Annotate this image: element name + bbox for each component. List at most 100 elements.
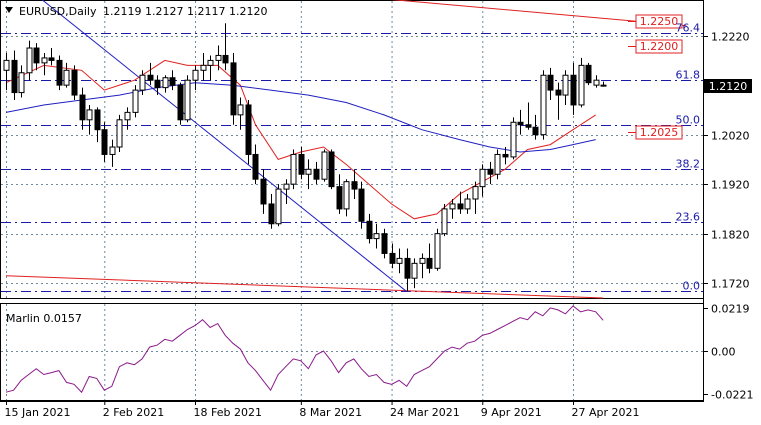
time-axis-label: 27 Apr 2021 [572,406,640,419]
ohlc-readout: 1.2119 1.2127 1.2117 1.2120 [103,5,267,18]
bullish-candle-body [343,181,350,210]
collapse-triangle-icon[interactable] [5,7,13,13]
bullish-candle-body [184,79,191,121]
candle [366,213,373,244]
bullish-candle-body [18,72,25,94]
candle [321,149,328,182]
candle [237,97,244,130]
bullish-candle-body [63,69,70,86]
bullish-candle-body [109,146,116,155]
bullish-candle-body [373,233,380,240]
candle [275,184,282,227]
candle [230,52,237,125]
candle [343,179,350,217]
bearish-candle-body [33,47,40,64]
marlin-oscillator-line [5,305,604,394]
indicator-axis-label: 0.00 [711,346,736,359]
target-level-label: 1.2250 [640,15,679,28]
bullish-candle-body [321,151,328,180]
bearish-candle-body [230,62,237,116]
bearish-candle-body [328,151,335,188]
bullish-candle-body [275,188,282,225]
candle [532,114,539,140]
candle [404,248,411,292]
candle [600,81,607,87]
bearish-candle-body [570,74,577,106]
bullish-candle-body [578,64,585,106]
candle [434,228,441,271]
candle [578,57,585,108]
bearish-candle-body [426,257,433,269]
bearish-candle-body [79,94,86,121]
bearish-candle-body [169,77,176,86]
candle [510,117,517,160]
bearish-candle-body [268,203,275,225]
bearish-candle-body [177,84,184,121]
candle [260,169,267,214]
candle [555,82,562,120]
chart-title: EURUSD,Daily [19,5,97,18]
bullish-candle-body [540,74,547,136]
candle [71,65,78,100]
bearish-candle-body [245,104,252,155]
candle [358,181,365,229]
candle [41,52,48,76]
bullish-candle-body [411,262,418,279]
candle [252,144,259,185]
bullish-candle-body [192,69,199,81]
bullish-candle-body [207,59,214,66]
candle [245,100,252,165]
indicator-axis-label: -0.0221 [711,389,753,402]
candle [381,228,388,259]
fib-level-label: 50.0 [676,114,701,127]
candle [162,75,169,93]
candle [184,75,191,123]
bullish-candle-body [283,183,290,190]
current-price-label: 1.2120 [709,80,748,93]
candle [547,67,554,100]
bearish-candle-body [381,233,388,254]
candle [298,147,305,180]
target-level-label: 1.2200 [640,40,679,53]
bullish-candle-body [162,77,169,89]
candle [411,258,418,289]
price-axis-label: 1.2220 [711,31,750,44]
candle [11,50,18,100]
candle [86,104,93,135]
bearish-candle-body [71,69,78,96]
bullish-candle-body [479,168,486,188]
price-axis-label: 1.1720 [711,278,750,291]
bearish-candle-body [525,124,532,128]
candle [313,161,320,185]
bullish-candle-body [464,198,471,210]
time-axis-label: 15 Jan 2021 [5,406,71,419]
fib-level-label: 61.8 [676,69,701,82]
upper-channel-line [390,0,687,27]
candle [449,199,456,219]
candle [479,164,486,197]
bullish-candle-body [305,168,312,175]
bearish-candle-body [56,59,63,86]
candle [290,149,297,190]
candle [139,70,146,96]
candle [570,62,577,115]
candle [373,223,380,249]
price-axis-label: 1.1920 [711,179,750,192]
candle [147,62,154,86]
bullish-candle-body [139,74,146,91]
fib-level-label: 0.0 [683,280,701,293]
candle [328,149,335,190]
bullish-candle-body [132,89,139,113]
candle [525,102,532,130]
bullish-candle-body [290,153,297,185]
candle [200,52,207,81]
fib-level-label: 38.2 [676,158,701,171]
time-axis-label: 18 Feb 2021 [194,406,262,419]
candle [426,243,433,274]
bearish-candle-body [389,252,396,264]
candle [283,179,290,204]
bearish-candle-body [502,153,509,158]
candle [33,43,40,71]
